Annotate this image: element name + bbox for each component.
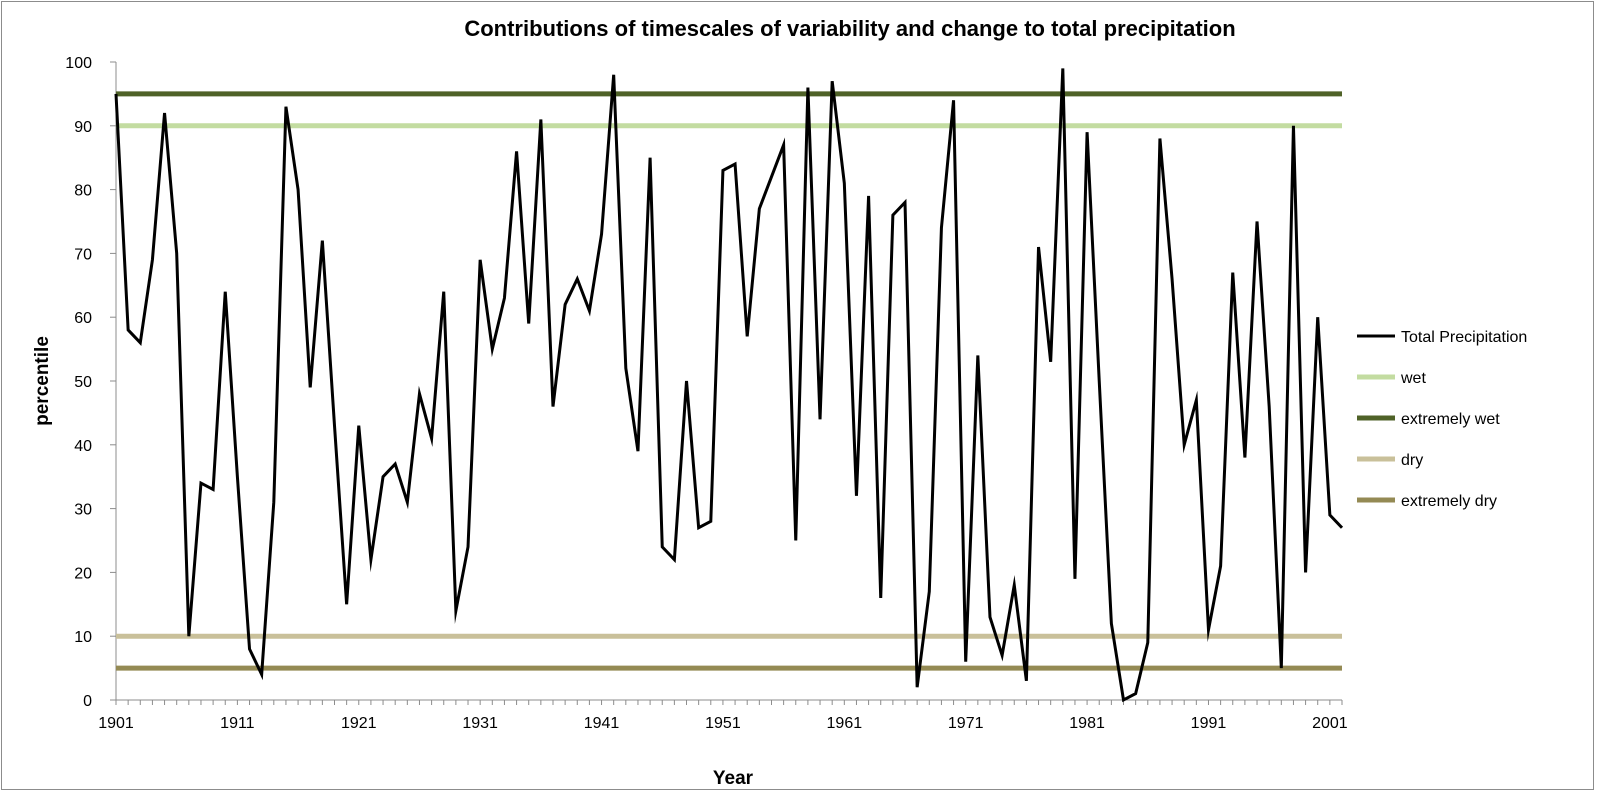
legend-extremely-wet-label: extremely wet [1401,411,1500,428]
total-precipitation-series [114,68,1344,703]
x-tick-label: 1971 [948,715,984,732]
y-axis-label: percentile [32,336,53,426]
x-tick-label: 1991 [1191,715,1227,732]
y-tick-label: 60 [74,310,92,327]
x-tick-label: 1931 [462,715,498,732]
x-tick-label: 1921 [341,715,377,732]
y-tick-label: 20 [74,565,92,582]
y-tick-label: 100 [65,55,92,72]
axes: 0 10 20 30 40 50 60 70 80 90 100 1901 1911 1921 1931 19… [65,55,1347,732]
x-tick-label: 1961 [827,715,863,732]
x-tick-label: 1951 [705,715,741,732]
y-tick-label: 30 [74,502,92,519]
y-tick-label: 10 [74,629,92,646]
y-tick-label: 0 [83,693,92,710]
x-tick-label: 1941 [584,715,620,732]
legend-total-precipitation-label: Total Precipitation [1401,329,1527,346]
x-axis-label: Year [713,768,754,789]
y-tick-label: 40 [74,438,92,455]
legend: Total Precipitation wet extremely wet dry ex… [1357,329,1527,510]
chart-title: Contributions of timescales of variabili… [464,16,1235,41]
y-tick-label: 90 [74,119,92,136]
y-tick-label: 70 [74,246,92,263]
total-precipitation-line [114,68,1344,703]
x-tick-label: 1911 [220,715,255,732]
legend-dry-label: dry [1401,452,1423,469]
legend-wet-label: wet [1400,370,1426,387]
y-tick-label: 80 [74,183,92,200]
x-tick-label: 1901 [98,715,134,732]
reference-lines [116,91,1342,671]
y-tick-label: 50 [74,374,92,391]
legend-extremely-dry-label: extremely dry [1401,493,1497,510]
x-tick-label: 1981 [1069,715,1105,732]
x-tick-label: 2001 [1312,715,1348,732]
